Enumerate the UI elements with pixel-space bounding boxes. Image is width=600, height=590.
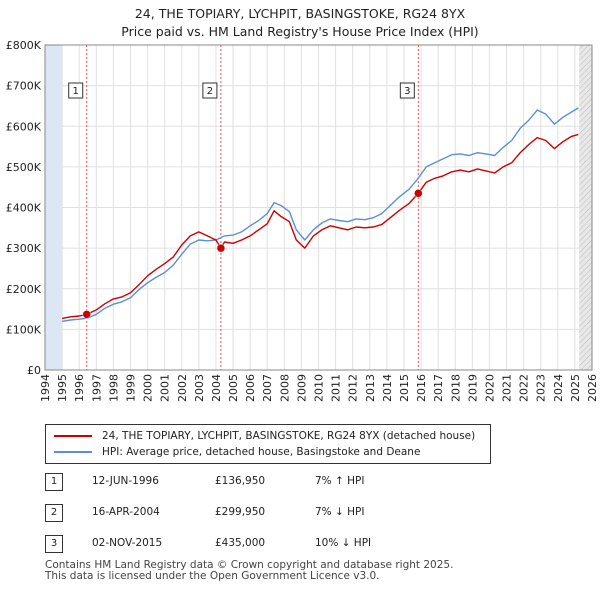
sale-row: 2 16-APR-2004 £299,950 7% ↓ HPI [45,504,405,522]
sale-price: £435,000 [215,537,266,549]
x-tick-label: 2024 [552,374,565,402]
x-tick-label: 2011 [330,374,343,402]
legend-swatch-hpi [54,451,92,453]
x-tick-label: 2003 [193,374,206,402]
sale-label-number: 2 [207,86,213,97]
footer-attribution: Contains HM Land Registry data © Crown c… [45,560,453,582]
sale-point [414,189,423,198]
y-tick-label: £700K [6,80,42,93]
sale-date: 02-NOV-2015 [92,537,163,549]
sale-price: £136,950 [215,475,266,487]
sale-label-box: 1 [68,82,84,99]
y-tick-label: £300K [6,242,42,255]
sale-number-badge: 2 [45,504,63,522]
y-tick-label: £400K [6,202,42,215]
sale-label-number: 3 [404,86,410,97]
x-tick-label: 2001 [159,374,172,402]
x-tick-label: 2021 [501,374,514,402]
sale-date: 16-APR-2004 [92,506,160,518]
sale-label-border [202,82,218,99]
y-tick-label: £500K [6,161,42,174]
x-tick-label: 2018 [449,374,462,402]
footer-line2: This data is licensed under the Open Gov… [45,570,380,582]
chart-legend: 24, THE TOPIARY, LYCHPIT, BASINGSTOKE, R… [45,424,491,464]
x-tick-label: 1994 [39,374,52,402]
x-tick-label: 2020 [483,374,496,402]
sale-point [216,243,226,253]
sale-number-badge: 3 [45,535,63,553]
x-tick-label: 2016 [415,374,428,402]
sale-price: £299,950 [215,506,266,518]
sale-date: 12-JUN-1996 [92,475,159,487]
pre-data-band [45,45,63,370]
legend-label-hpi: HPI: Average price, detached house, Basi… [102,446,421,458]
chart-title-line2: Price paid vs. HM Land Registry's House … [121,24,479,39]
chart-title-line1: 24, THE TOPIARY, LYCHPIT, BASINGSTOKE, R… [134,6,466,21]
x-tick-label: 2002 [176,374,189,402]
x-tick-label: 2025 [569,374,582,402]
x-tick-label: 2026 [586,374,599,402]
x-tick-label: 2006 [244,374,257,402]
footer-line1: Contains HM Land Registry data © Crown c… [45,559,454,571]
sale-label-box: 2 [202,82,218,99]
future-hatch [579,45,592,370]
x-tick-label: 2014 [381,374,394,402]
x-tick-label: 2000 [142,374,155,402]
x-tick-label: 2023 [535,374,548,402]
x-tick-label: 2015 [398,374,411,402]
x-tick-label: 1997 [90,374,103,402]
legend-item-hpi: HPI: Average price, detached house, Basi… [54,445,420,459]
x-tick-label: 2012 [347,374,360,402]
sale-point [82,310,91,319]
x-tick-label: 2007 [261,374,274,402]
x-tick-label: 1998 [107,374,120,402]
plot-border [44,44,593,371]
sale-label-number: 1 [73,86,79,97]
y-tick-label: £600K [6,120,42,133]
x-tick-label: 2010 [313,374,326,402]
sale-row: 3 02-NOV-2015 £435,000 10% ↓ HPI [45,535,405,553]
x-tick-label: 1995 [56,374,69,402]
legend-item-property: 24, THE TOPIARY, LYCHPIT, BASINGSTOKE, R… [54,429,475,443]
chart-title: 24, THE TOPIARY, LYCHPIT, BASINGSTOKE, R… [0,5,600,41]
legend-label-property: 24, THE TOPIARY, LYCHPIT, BASINGSTOKE, R… [102,430,476,442]
x-tick-label: 1999 [124,374,137,402]
sale-number-badge: 1 [45,473,63,491]
y-tick-label: £800K [6,39,42,52]
x-tick-label: 2017 [432,374,445,402]
hpi-series-line [61,107,579,322]
sale-label-border [68,82,84,99]
x-tick-label: 2005 [227,374,240,402]
x-tick-label: 2004 [210,374,223,402]
legend-swatch-property [54,435,92,437]
price-chart: 1 2 3 £0 £100K £200K £300K £400K £500K £600K £700… [6,39,599,402]
sale-hpi-diff: 7% ↓ HPI [315,506,365,518]
sale-label-box: 3 [399,82,415,99]
y-tick-label: £100K [6,323,42,336]
sale-row: 1 12-JUN-1996 £136,950 7% ↑ HPI [45,473,405,491]
x-tick-label: 2009 [295,374,308,402]
sale-hpi-diff: 10% ↓ HPI [315,537,372,549]
x-tick-label: 2008 [278,374,291,402]
sale-hpi-diff: 7% ↑ HPI [315,475,365,487]
y-tick-label: £0 [27,364,41,377]
x-tick-label: 2013 [364,374,377,402]
y-tick-label: £200K [6,283,42,296]
property-series-line [61,133,579,320]
x-tick-label: 2019 [466,374,479,402]
sale-label-border [399,82,415,99]
x-tick-label: 1996 [73,374,86,402]
x-tick-label: 2022 [518,374,531,402]
